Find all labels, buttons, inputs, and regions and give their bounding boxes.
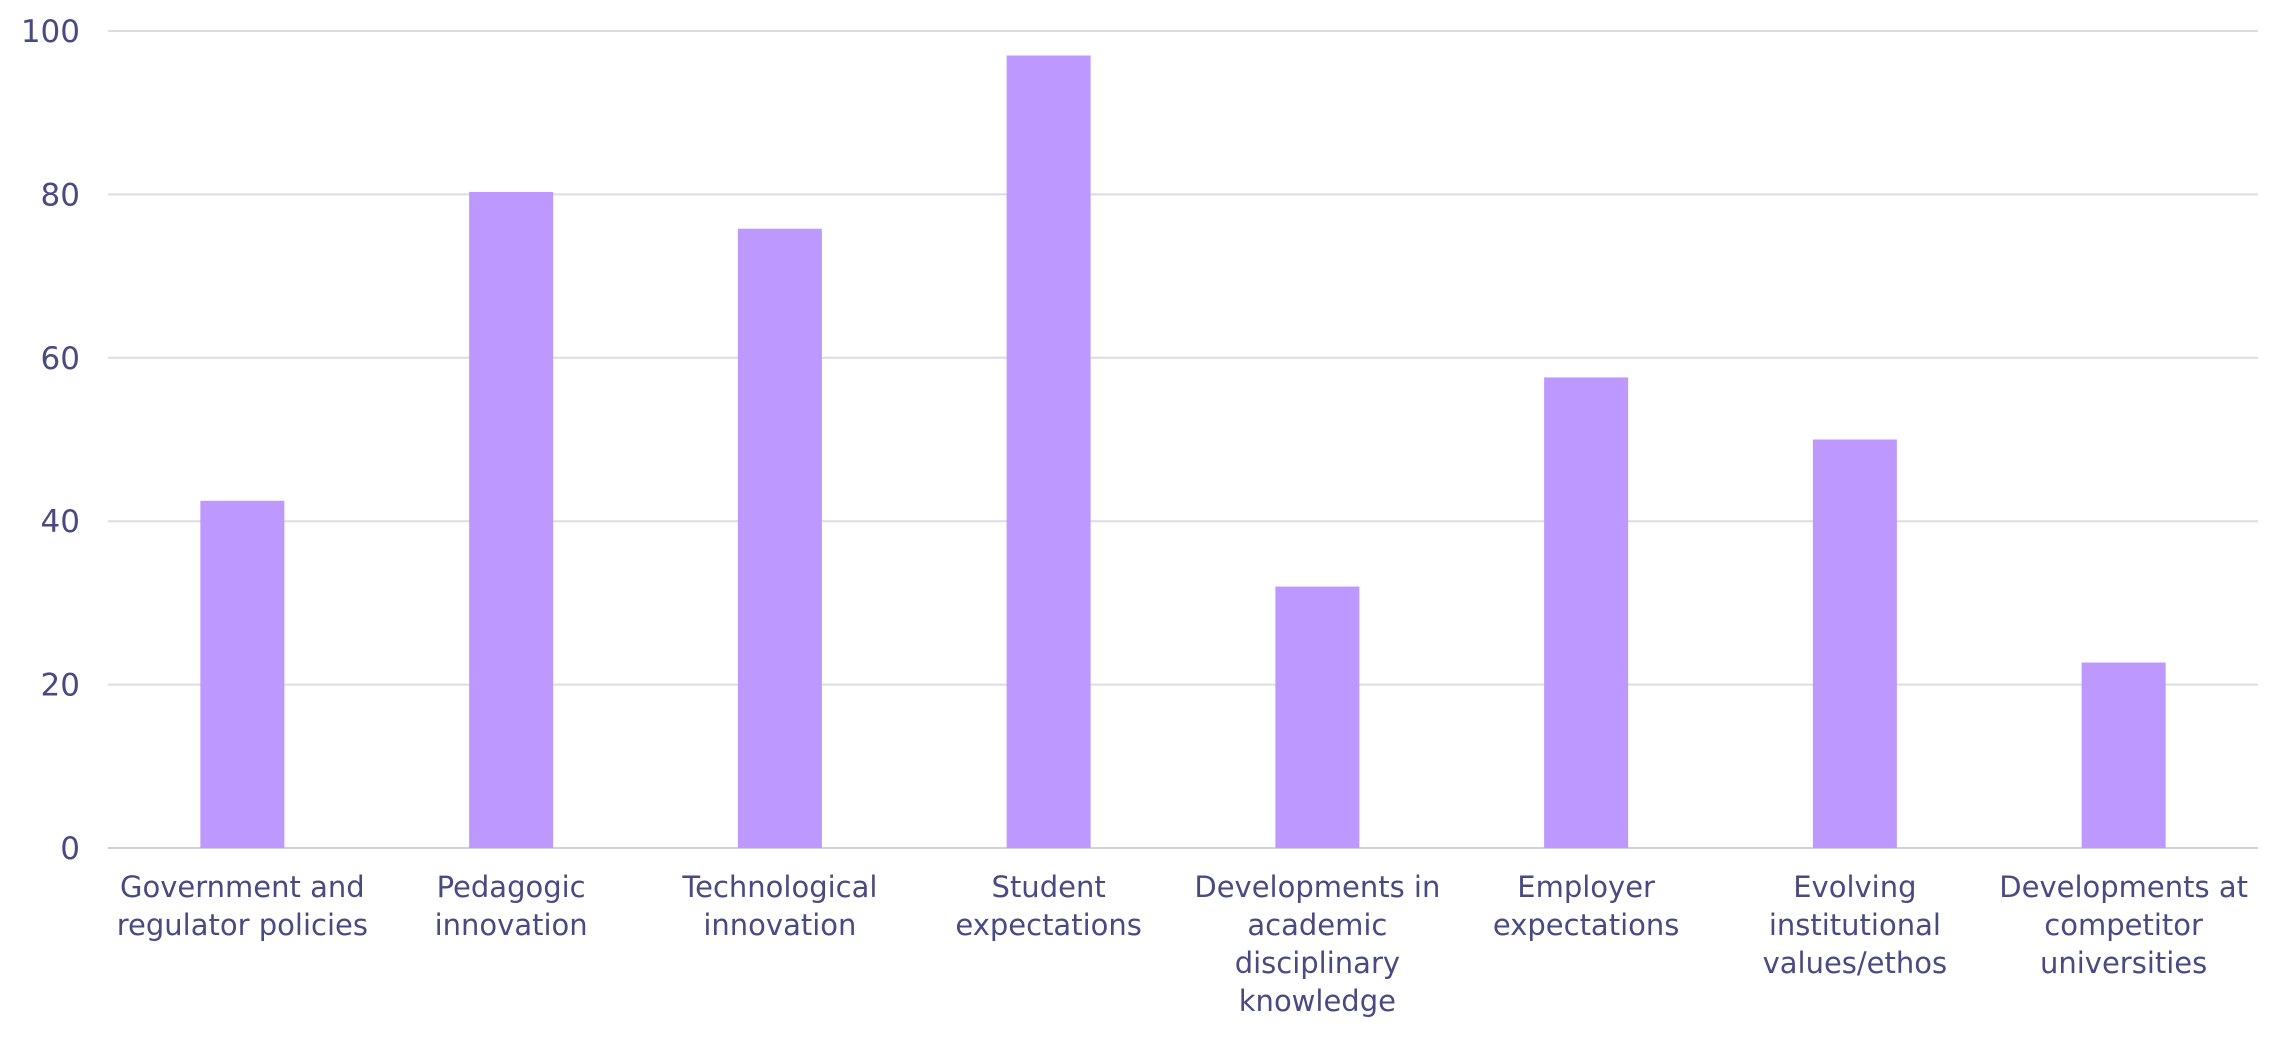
bars [200, 55, 2166, 849]
x-category-label-line: expectations [1493, 908, 1680, 942]
x-category-label: Student expectations [955, 870, 1142, 942]
bar [737, 228, 822, 849]
x-category-label-line: innovation [703, 908, 856, 942]
x-category-label: Developments in academic disciplinary knowl… [1194, 870, 1440, 1018]
x-category-label-line: regulator policies [117, 908, 368, 942]
y-axis-ticks: 0 20 40 60 80 100 [21, 14, 80, 867]
x-category-label: Developments at competitor universities [1999, 870, 2248, 980]
bar [1812, 439, 1897, 848]
x-category-label: Pedagogic innovation [435, 870, 588, 942]
y-tick-label: 60 [41, 341, 80, 377]
x-category-label-line: knowledge [1239, 984, 1396, 1018]
y-tick-label: 40 [41, 504, 80, 540]
x-category-label-line: disciplinary [1235, 946, 1400, 980]
x-category-label-line: expectations [955, 908, 1142, 942]
x-category-label-line: institutional [1769, 908, 1941, 942]
x-category-label: Employer expectations [1493, 870, 1680, 942]
x-category-label-line: Pedagogic [437, 870, 586, 904]
x-category-label-line: Developments in [1194, 870, 1440, 904]
bar [469, 191, 554, 849]
x-category-label-line: Evolving [1793, 870, 1916, 904]
x-category-label-line: values/ethos [1763, 946, 1948, 980]
x-category-label-line: competitor [2044, 908, 2203, 942]
x-category-label: Government and regulator policies [117, 870, 368, 942]
x-category-label-line: Government and [120, 870, 365, 904]
x-category-label-line: academic [1247, 908, 1387, 942]
x-category-label-line: Technological [681, 870, 877, 904]
bar [1544, 377, 1629, 848]
x-category-label-line: Employer [1517, 870, 1655, 904]
gridlines [108, 30, 2258, 849]
y-tick-label: 100 [21, 14, 80, 50]
bar [1006, 55, 1091, 848]
x-category-label: Technological innovation [681, 870, 877, 942]
y-tick-label: 80 [41, 177, 80, 213]
x-category-label-line: Student [992, 870, 1106, 904]
bar [1275, 586, 1360, 848]
y-tick-label: 0 [60, 831, 80, 867]
x-category-label: Evolving institutional values/ethos [1763, 870, 1948, 980]
y-tick-label: 20 [41, 668, 80, 704]
bar [2081, 662, 2166, 848]
x-axis-labels: Government and regulator policies Pedagogi… [117, 870, 2248, 1018]
bar [200, 500, 285, 848]
x-category-label-line: innovation [435, 908, 588, 942]
x-category-label-line: Developments at [1999, 870, 2248, 904]
x-category-label-line: universities [2040, 946, 2207, 980]
